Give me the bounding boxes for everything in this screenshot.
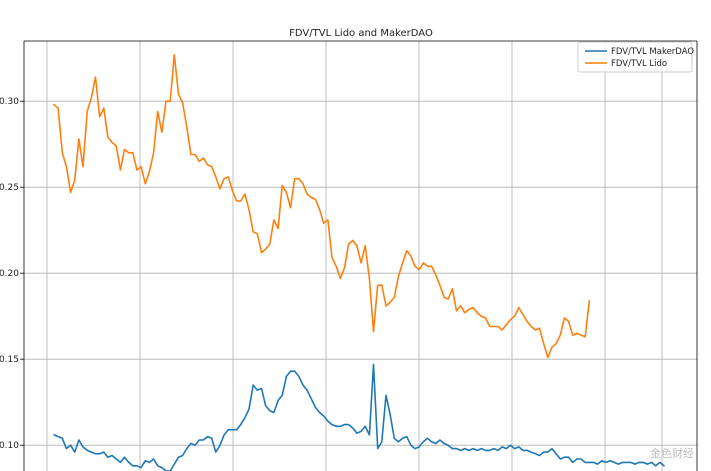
series-line-makerdao [53,363,665,471]
y-axis-ticks: 0.10 0.15 0.20 0.25 0.30 [0,97,24,451]
legend: FDV/TVL MakerDAO FDV/TVL Lido [577,41,694,73]
chart-title: FDV/TVL Lido and MakerDAO [289,28,433,39]
legend-label-lido: FDV/TVL Lido [611,59,667,69]
y-tick-label-1: 0.15 [0,355,19,365]
plot-frame [23,40,698,471]
y-tick-label-3: 0.25 [0,183,19,193]
y-tick-label-2: 0.20 [0,269,19,279]
series-lines [53,53,665,471]
legend-label-makerdao: FDV/TVL MakerDAO [611,47,694,57]
grid-lines [24,41,697,471]
series-line-lido [53,53,591,359]
legend-box [577,41,693,73]
y-tick-label-4: 0.30 [0,97,19,107]
y-tick-label-0: 0.10 [0,441,19,451]
watermark: 金色财经 [650,446,694,460]
